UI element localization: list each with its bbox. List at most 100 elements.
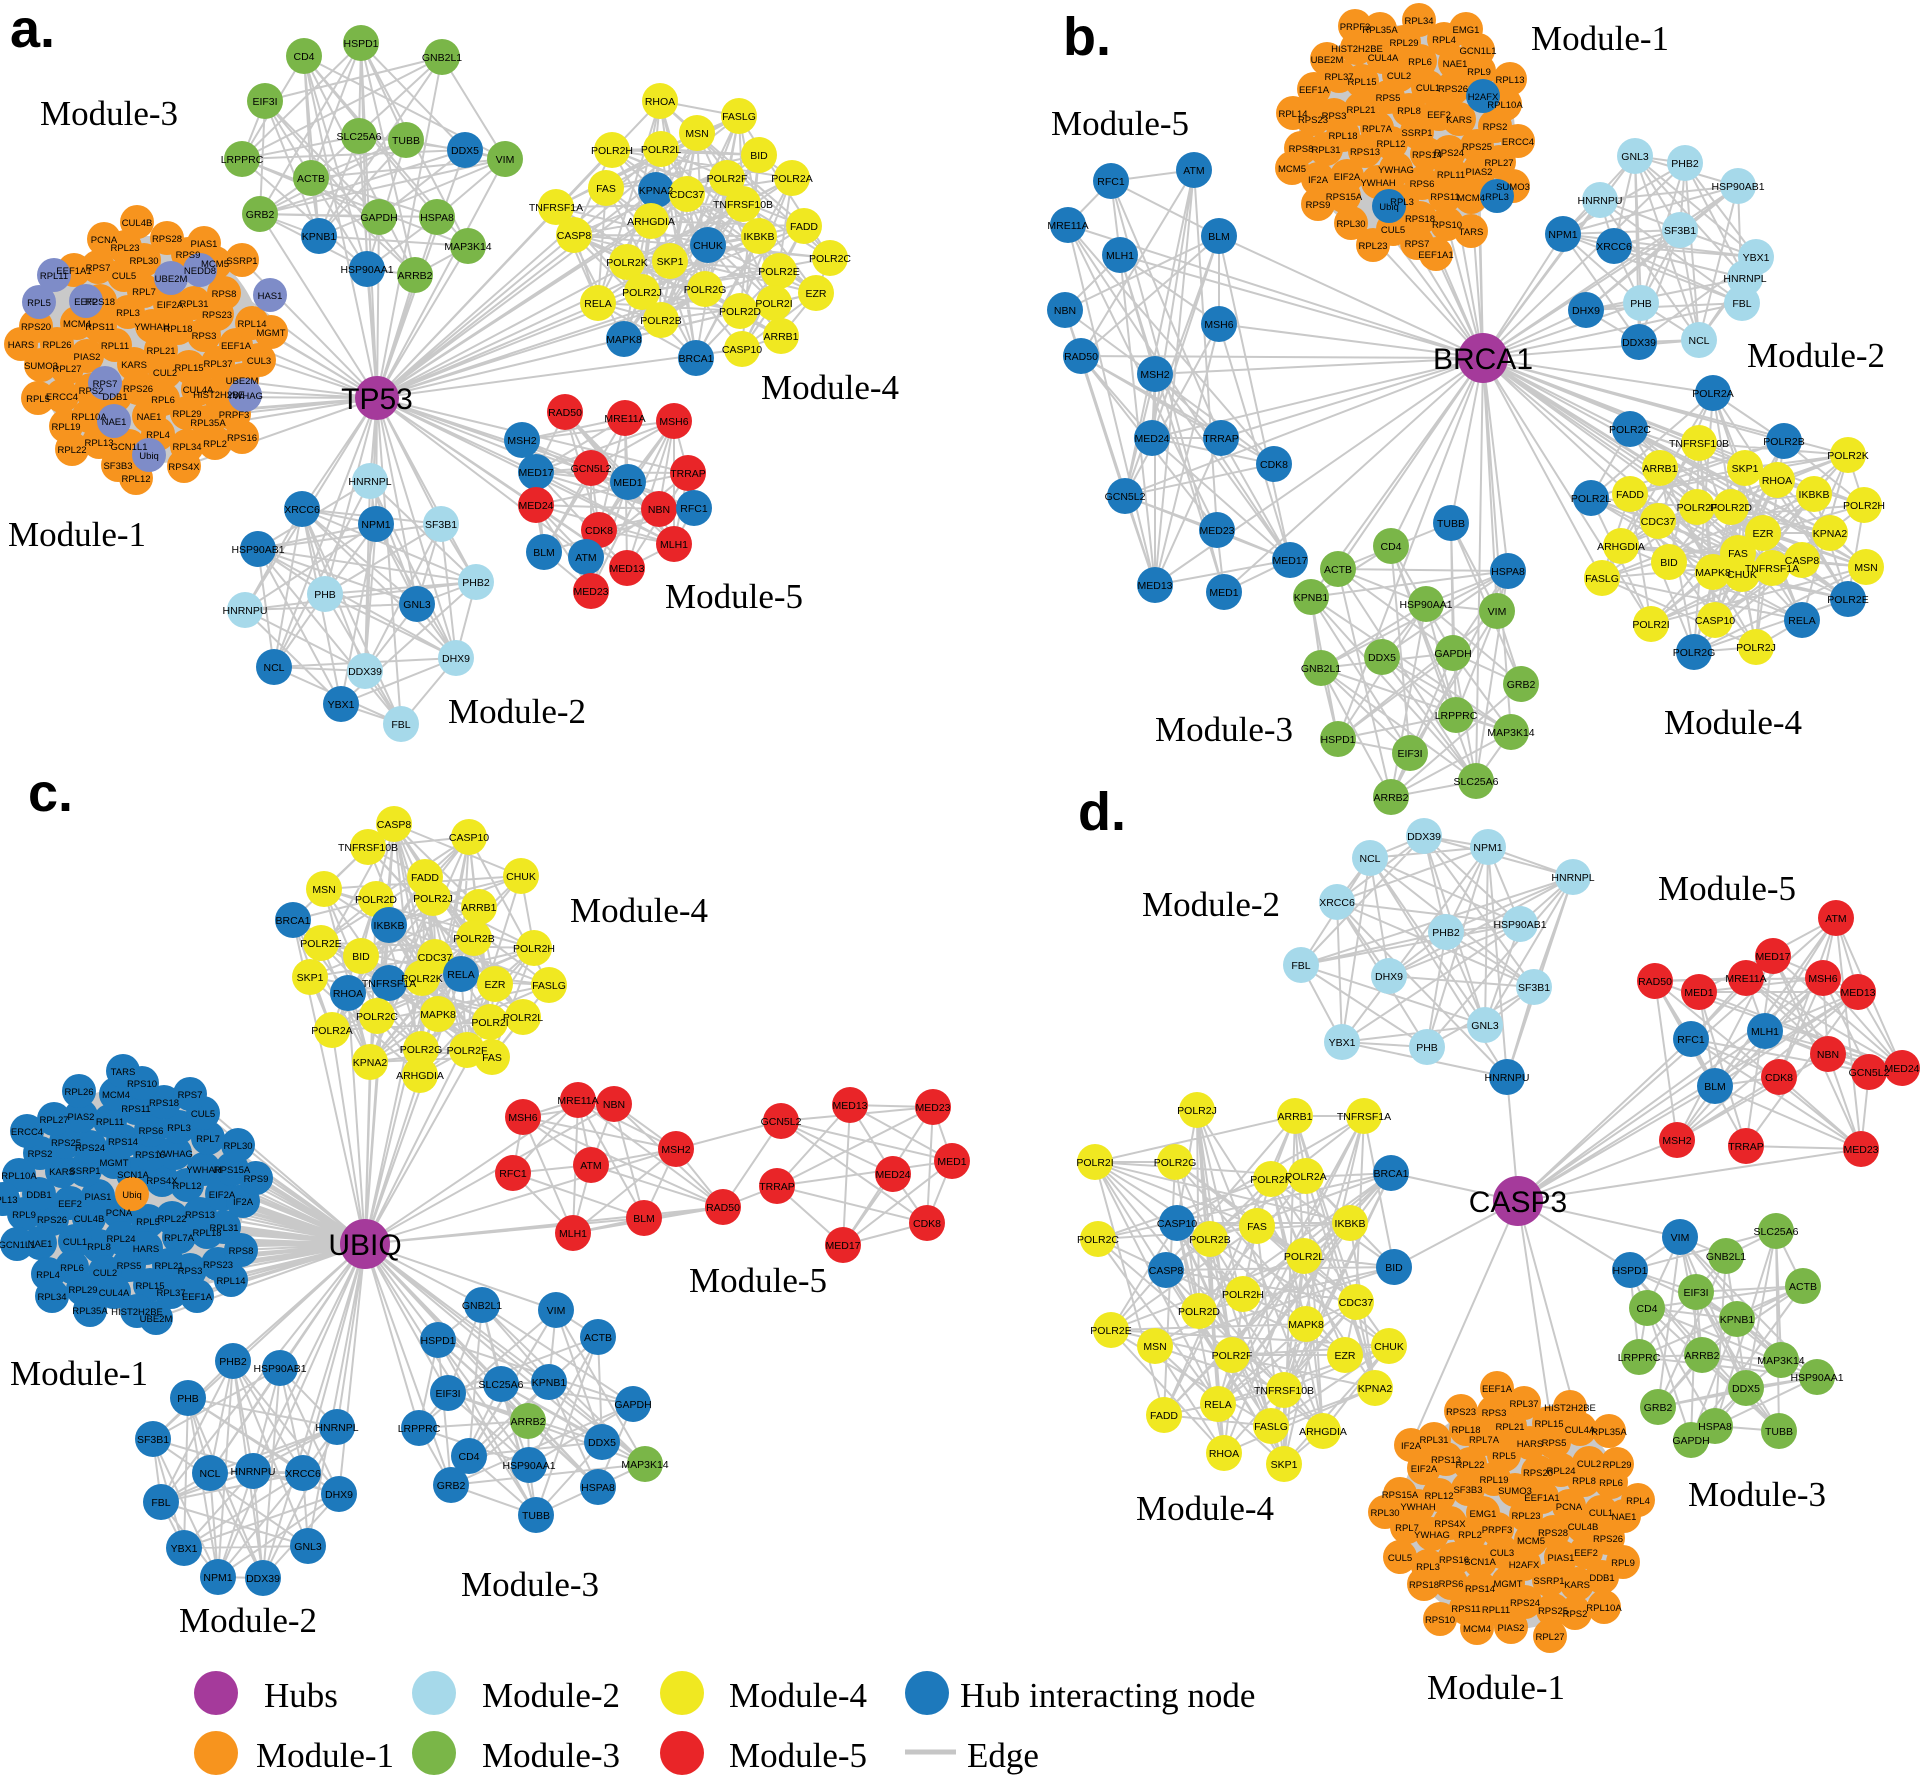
svg-text:POLR2L: POLR2L xyxy=(1571,493,1611,505)
svg-text:H2AFX: H2AFX xyxy=(1468,92,1499,103)
svg-text:Module-3: Module-3 xyxy=(40,94,178,133)
svg-text:BLM: BLM xyxy=(633,1213,655,1225)
svg-text:RPL10A: RPL10A xyxy=(71,412,107,423)
svg-text:POLR2G: POLR2G xyxy=(1673,647,1716,659)
svg-text:VIM: VIM xyxy=(1488,606,1507,618)
svg-text:SSRP1: SSRP1 xyxy=(1401,128,1432,139)
svg-text:RPL27: RPL27 xyxy=(39,1115,68,1126)
svg-text:MED13: MED13 xyxy=(1137,580,1172,592)
svg-text:NPM1: NPM1 xyxy=(1473,842,1502,854)
svg-text:TRRAP: TRRAP xyxy=(759,1181,795,1193)
svg-text:POLR2D: POLR2D xyxy=(1710,502,1752,514)
svg-text:Module-3: Module-3 xyxy=(1155,710,1293,749)
svg-text:MCM4: MCM4 xyxy=(1457,193,1485,204)
svg-text:GAPDH: GAPDH xyxy=(360,212,397,224)
svg-text:EEF1A1: EEF1A1 xyxy=(1524,1493,1559,1504)
svg-text:RPL11: RPL11 xyxy=(101,341,129,352)
svg-text:RELA: RELA xyxy=(447,969,474,981)
svg-text:CASP10: CASP10 xyxy=(1695,615,1735,627)
svg-text:VIM: VIM xyxy=(547,1305,566,1317)
svg-text:MLH1: MLH1 xyxy=(1751,1026,1779,1038)
svg-text:Module-2: Module-2 xyxy=(448,692,586,731)
svg-text:SF3B1: SF3B1 xyxy=(1518,982,1550,994)
svg-text:KARS: KARS xyxy=(121,360,147,371)
svg-text:RHOA: RHOA xyxy=(645,96,675,108)
svg-text:RPL8: RPL8 xyxy=(87,1242,111,1253)
svg-text:POLR2L: POLR2L xyxy=(641,144,681,156)
svg-text:RPS3: RPS3 xyxy=(178,1266,203,1277)
svg-text:MAPK8: MAPK8 xyxy=(1288,1319,1324,1331)
svg-text:DDX5: DDX5 xyxy=(1368,652,1396,664)
svg-text:RPL30: RPL30 xyxy=(129,256,158,267)
svg-text:MED24: MED24 xyxy=(1884,1063,1919,1075)
svg-text:SKP1: SKP1 xyxy=(1732,463,1759,475)
svg-text:CUL2: CUL2 xyxy=(93,1268,117,1279)
svg-text:RPL14: RPL14 xyxy=(216,1276,245,1287)
svg-text:TNFRSF1A: TNFRSF1A xyxy=(529,202,583,214)
svg-text:POLR2B: POLR2B xyxy=(1189,1234,1230,1246)
svg-text:Hub interacting node: Hub interacting node xyxy=(960,1676,1255,1715)
svg-text:BLM: BLM xyxy=(1704,1081,1726,1093)
svg-text:POLR2E: POLR2E xyxy=(758,266,799,278)
svg-text:YWHAG: YWHAG xyxy=(227,391,263,402)
svg-text:MCM4: MCM4 xyxy=(1463,1624,1491,1635)
svg-text:RPS9: RPS9 xyxy=(176,250,201,261)
svg-text:RPL4: RPL4 xyxy=(1432,35,1456,46)
svg-text:SF3B1: SF3B1 xyxy=(137,1434,169,1446)
svg-text:RPL24: RPL24 xyxy=(1546,1466,1575,1477)
svg-text:MCM4: MCM4 xyxy=(63,319,91,330)
svg-text:CUL4B: CUL4B xyxy=(122,218,153,229)
svg-text:MSH6: MSH6 xyxy=(659,416,688,428)
svg-text:ARRB1: ARRB1 xyxy=(461,902,496,914)
svg-text:PHB: PHB xyxy=(1416,1042,1438,1054)
svg-text:FASLG: FASLG xyxy=(532,980,566,992)
svg-text:EEF1A: EEF1A xyxy=(1482,1384,1513,1395)
svg-text:FAS: FAS xyxy=(596,183,616,195)
svg-text:ACTB: ACTB xyxy=(1324,564,1352,576)
svg-text:NCL: NCL xyxy=(199,1468,220,1480)
svg-text:Module-4: Module-4 xyxy=(1136,1489,1274,1528)
svg-text:RPS13: RPS13 xyxy=(185,1210,215,1221)
svg-text:POLR2H: POLR2H xyxy=(513,943,555,955)
svg-text:RPL35A: RPL35A xyxy=(72,1306,108,1317)
svg-text:HNRNPL: HNRNPL xyxy=(1551,872,1594,884)
svg-text:RPL7A: RPL7A xyxy=(1469,1435,1500,1446)
svg-text:RPS3: RPS3 xyxy=(192,331,217,342)
svg-text:ARHGDIA: ARHGDIA xyxy=(1597,541,1645,553)
svg-text:YWHAH: YWHAH xyxy=(1400,1502,1436,1513)
svg-text:RPL15: RPL15 xyxy=(1534,1419,1563,1430)
svg-text:PHB: PHB xyxy=(1630,298,1652,310)
svg-text:CUL3: CUL3 xyxy=(247,356,271,367)
svg-text:UBE2M: UBE2M xyxy=(226,376,259,387)
svg-text:GNB2L1: GNB2L1 xyxy=(1301,663,1341,675)
svg-text:BID: BID xyxy=(1660,557,1678,569)
svg-text:ARHGDIA: ARHGDIA xyxy=(1299,1426,1347,1438)
svg-text:RPL8: RPL8 xyxy=(1397,106,1421,117)
svg-text:GCN5L2: GCN5L2 xyxy=(761,1116,802,1128)
svg-text:EMG1: EMG1 xyxy=(1470,1509,1497,1520)
svg-text:ARRB2: ARRB2 xyxy=(1684,1350,1719,1362)
svg-text:GRB2: GRB2 xyxy=(437,1480,466,1492)
svg-text:Edge: Edge xyxy=(967,1736,1039,1775)
svg-text:KPNB1: KPNB1 xyxy=(532,1377,567,1389)
svg-text:IF2A: IF2A xyxy=(233,1197,254,1208)
svg-text:TNFRSF1A: TNFRSF1A xyxy=(362,978,416,990)
svg-text:DHX9: DHX9 xyxy=(1375,971,1403,983)
svg-text:POLR2I: POLR2I xyxy=(1632,619,1669,631)
svg-text:PHB2: PHB2 xyxy=(1671,158,1699,170)
svg-text:BLM: BLM xyxy=(1208,231,1230,243)
svg-text:RPL31: RPL31 xyxy=(209,1223,238,1234)
svg-text:NBN: NBN xyxy=(1054,305,1076,317)
svg-text:POLR2C: POLR2C xyxy=(356,1011,398,1023)
svg-text:RPS20: RPS20 xyxy=(21,322,51,333)
svg-text:MAP3K14: MAP3K14 xyxy=(621,1459,668,1471)
svg-text:MCM5: MCM5 xyxy=(1517,1536,1545,1547)
svg-text:ARHGDIA: ARHGDIA xyxy=(396,1070,444,1082)
svg-text:CASP8: CASP8 xyxy=(1149,1265,1184,1277)
svg-text:MSN: MSN xyxy=(1854,562,1877,574)
svg-text:RPL30: RPL30 xyxy=(1336,219,1365,230)
svg-text:FADD: FADD xyxy=(1616,489,1644,501)
svg-text:HSP90AA1: HSP90AA1 xyxy=(502,1460,555,1472)
svg-text:RPL9: RPL9 xyxy=(12,1210,36,1221)
svg-text:FADD: FADD xyxy=(790,221,818,233)
